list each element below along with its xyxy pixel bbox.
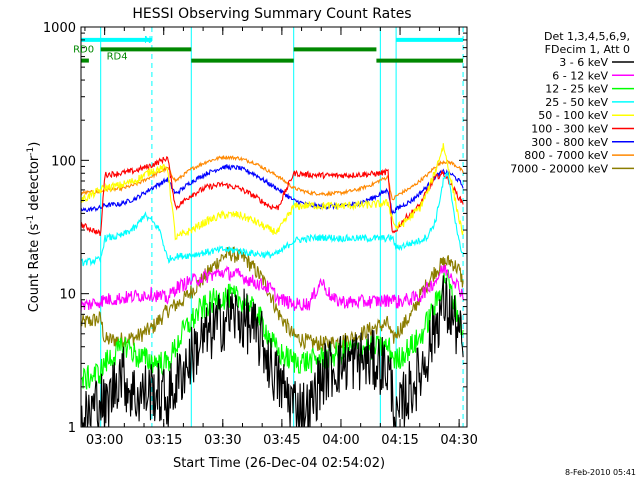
legend-header-line-1: Det 1,3,4,5,6,9, (544, 30, 630, 43)
x-tick-label-1: 03:15 (145, 433, 182, 448)
x-axis-label: Start Time (26-Dec-04 02:54:02) (173, 456, 385, 471)
mode-label-rd0: RD0 (73, 44, 94, 55)
legend: Det 1,3,4,5,6,9, FDecim 1, Att 0 3 - 6 k… (510, 30, 634, 175)
x-tick-label-5: 04:15 (381, 433, 418, 448)
legend-label-4: 50 - 100 keV (538, 109, 608, 122)
legend-label-1: 6 - 12 keV (552, 69, 608, 82)
legend-label-8: 7000 - 20000 keV (510, 162, 608, 175)
x-tick-label-3: 03:45 (263, 433, 300, 448)
mode-label-rd4: RD4 (107, 52, 128, 63)
y-tick-label-1: 10 (59, 288, 76, 303)
x-tick-label-2: 03:30 (204, 433, 241, 448)
series-line-4 (81, 143, 464, 241)
legend-header-line-2: FDecim 1, Att 0 (545, 43, 630, 56)
series-line-8 (81, 246, 464, 352)
series-line-2 (81, 269, 464, 390)
legend-label-7: 800 - 7000 keV (524, 149, 608, 162)
legend-label-0: 3 - 6 keV (559, 56, 608, 69)
legend-label-2: 12 - 25 keV (545, 83, 608, 96)
series-line-3 (81, 171, 464, 267)
series-line-5 (81, 156, 464, 236)
series-line-6 (81, 163, 464, 216)
y-axis-label: Count Rate (s-1 detector-1) (26, 142, 42, 313)
x-tick-label-4: 04:00 (322, 433, 359, 448)
y-tick-label-0: 1 (68, 421, 76, 436)
series-line-1 (81, 264, 464, 313)
chart-title: HESSI Observing Summary Count Rates (132, 6, 411, 22)
y-tick-label-2: 100 (51, 154, 76, 169)
legend-label-6: 300 - 800 keV (531, 136, 608, 149)
y-tick-label-3: 1000 (43, 21, 76, 36)
legend-label-5: 100 - 300 keV (531, 123, 608, 136)
series-line-7 (81, 155, 464, 201)
x-tick-label-6: 04:30 (440, 433, 477, 448)
x-tick-label-0: 03:00 (86, 433, 123, 448)
series-line-0 (81, 275, 464, 427)
plot-frame (80, 26, 468, 428)
legend-label-3: 25 - 50 keV (545, 96, 608, 109)
mode-label-n: N (144, 35, 151, 46)
date-stamp: 8-Feb-2010 05:41 (565, 468, 636, 477)
